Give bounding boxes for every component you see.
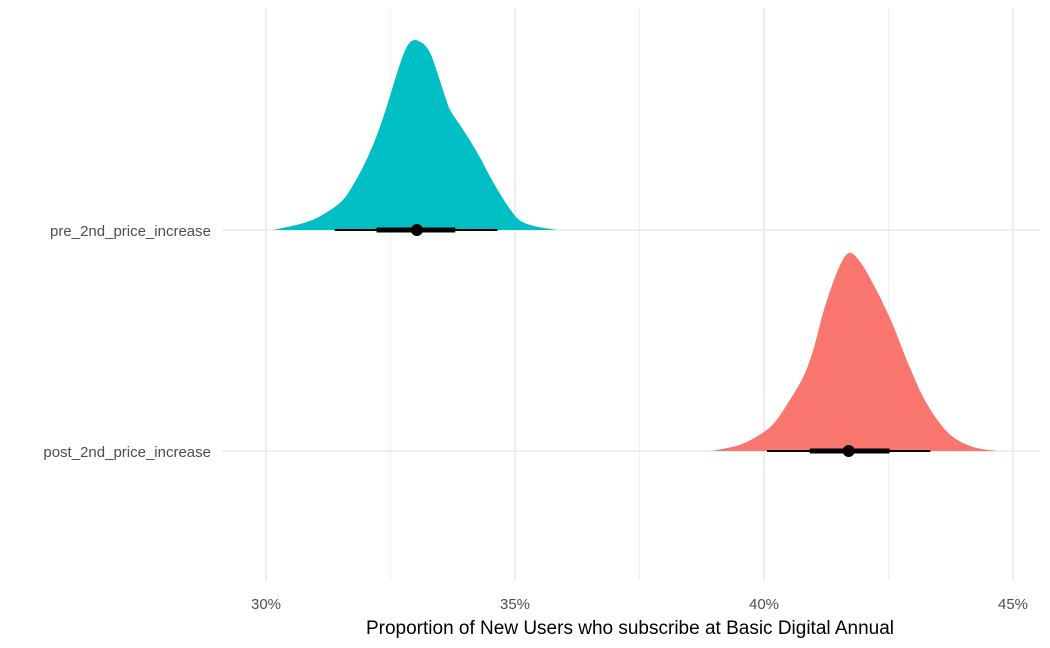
grid-minor <box>389 8 890 580</box>
x-tick-label: 40% <box>749 596 779 613</box>
x-axis-title: Proportion of New Users who subscribe at… <box>366 618 894 639</box>
y-axis-labels: pre_2nd_price_increase post_2nd_price_inc… <box>43 223 211 461</box>
x-axis-labels: 30% 35% 40% 45% <box>251 596 1028 613</box>
point-estimate-pre_2nd_price_increase <box>410 224 423 236</box>
x-tick-label: 30% <box>251 596 281 613</box>
densities <box>273 40 997 451</box>
point-estimate-post_2nd_price_increase <box>842 445 855 457</box>
density-post_2nd_price_increase <box>711 252 997 451</box>
x-tick-label: 35% <box>500 596 530 613</box>
y-tick-label: post_2nd_price_increase <box>43 444 211 461</box>
intervals <box>334 224 931 457</box>
y-tick-label: pre_2nd_price_increase <box>50 223 211 240</box>
density-pre_2nd_price_increase <box>273 40 558 230</box>
grid-major <box>222 8 1040 580</box>
x-tick-label: 45% <box>998 596 1028 613</box>
